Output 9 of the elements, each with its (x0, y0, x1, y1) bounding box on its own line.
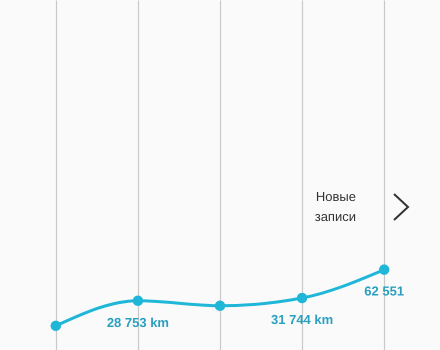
data-label: 31 744 km (271, 312, 334, 328)
text: Новые записи (314, 188, 356, 226)
point (50, 320, 62, 332)
point (214, 300, 226, 312)
point (378, 264, 390, 275)
data-label: 28 753 km (106, 314, 169, 330)
point (132, 296, 144, 306)
point (296, 292, 308, 304)
data-label: 62 551 (364, 284, 404, 299)
